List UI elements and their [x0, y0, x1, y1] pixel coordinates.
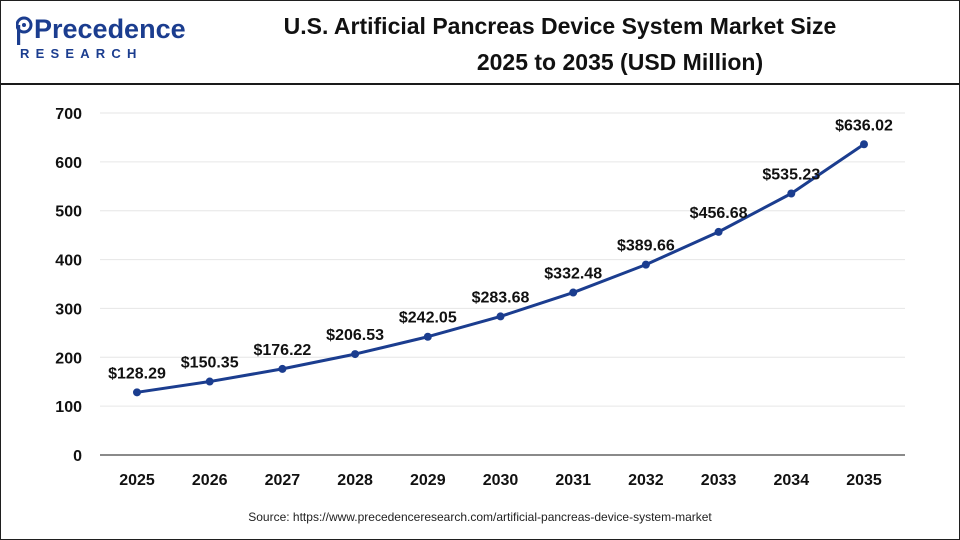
data-point	[133, 388, 141, 397]
header: Precedence RESEARCH U.S. Artificial Panc…	[0, 0, 960, 84]
title-line-2: 2025 to 2035 (USD Million)	[476, 49, 764, 75]
x-tick-label: 2026	[192, 472, 228, 489]
data-label: $128.29	[108, 365, 166, 382]
data-point	[860, 140, 868, 149]
data-label: $176.22	[253, 342, 311, 359]
data-point	[278, 364, 287, 373]
x-tick-label: 2035	[846, 472, 882, 489]
data-point	[496, 312, 505, 321]
data-point	[423, 332, 432, 341]
x-tick-label: 2027	[265, 472, 301, 489]
data-label: $456.68	[690, 205, 748, 222]
source-note: Source: https://www.precedenceresearch.c…	[248, 510, 712, 524]
y-tick-label: 300	[55, 301, 82, 318]
data-label: $242.05	[399, 310, 457, 327]
x-tick-label: 2034	[774, 472, 810, 489]
y-tick-label: 200	[55, 350, 82, 367]
y-tick-label: 0	[73, 448, 82, 465]
y-tick-label: 600	[55, 155, 82, 172]
data-label: $206.53	[326, 327, 384, 344]
y-tick-label: 500	[55, 204, 82, 221]
data-label: $636.02	[835, 117, 893, 134]
data-point	[787, 189, 796, 198]
y-tick-label: 700	[55, 106, 82, 123]
x-tick-label: 2025	[119, 472, 155, 489]
x-tick-label: 2030	[483, 472, 519, 489]
line-chart: 0 100 200 300 400 500 600 700 2025 2026 2027 2028 20…	[55, 106, 905, 489]
header-divider	[0, 83, 960, 85]
brand-logo: Precedence RESEARCH	[16, 14, 186, 64]
data-point	[351, 350, 360, 359]
series-line	[136, 143, 865, 394]
logo-mark-icon	[16, 16, 33, 45]
x-tick-label: 2032	[628, 472, 664, 489]
x-tick-label: 2031	[555, 472, 591, 489]
chart-title: U.S. Artificial Pancreas Device System M…	[200, 8, 920, 80]
x-tick-label: 2029	[410, 472, 446, 489]
brand-sub: RESEARCH	[20, 46, 143, 61]
y-tick-label: 400	[55, 253, 82, 270]
y-tick-label: 100	[55, 399, 82, 416]
data-point	[641, 260, 650, 269]
data-point	[205, 377, 214, 386]
data-label: $332.48	[544, 266, 602, 283]
x-tick-label: 2028	[337, 472, 373, 489]
x-tick-label: 2033	[701, 472, 737, 489]
data-label: $150.35	[181, 355, 239, 372]
data-label: $283.68	[472, 289, 530, 306]
title-line-1: U.S. Artificial Pancreas Device System M…	[283, 13, 837, 39]
data-label: $389.66	[617, 238, 675, 255]
data-point	[714, 227, 723, 236]
brand-name: Precedence	[34, 14, 186, 44]
data-label: $535.23	[762, 167, 820, 184]
data-point	[569, 288, 578, 297]
